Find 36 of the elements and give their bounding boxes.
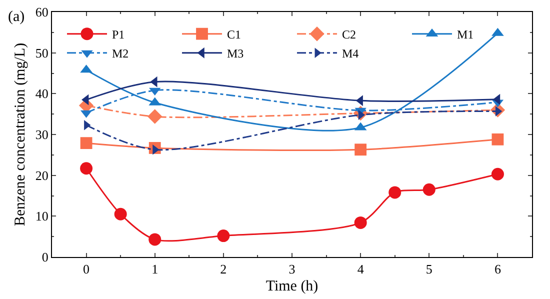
x-axis-title: Time (h) xyxy=(266,278,318,295)
legend-label: M3 xyxy=(227,46,244,61)
x-tick-label: 3 xyxy=(288,262,296,277)
y-tick-label: 20 xyxy=(35,168,48,183)
y-tick-label: 10 xyxy=(35,208,48,224)
y-tick-label: 30 xyxy=(35,127,48,142)
y-tick-label: 50 xyxy=(35,45,48,60)
legend-label: M2 xyxy=(112,46,129,61)
point xyxy=(148,109,162,124)
legend-label: C2 xyxy=(342,28,356,42)
point xyxy=(491,168,504,180)
point xyxy=(114,208,127,220)
text: (a) xyxy=(8,9,25,25)
point xyxy=(217,230,230,242)
point xyxy=(354,144,367,156)
point xyxy=(422,183,436,196)
y-tick-label: 40 xyxy=(35,86,48,102)
x-tick-label: 0 xyxy=(83,262,90,277)
x-tick-label: 5 xyxy=(426,262,432,277)
x-tick-label: 4 xyxy=(357,262,364,277)
legend-label: M4 xyxy=(342,46,359,61)
point xyxy=(388,186,402,199)
point xyxy=(80,137,92,150)
x-tick-label: 2 xyxy=(220,262,227,277)
y-tick-label: 0 xyxy=(42,250,48,265)
x-tick-label: 1 xyxy=(152,262,158,277)
legend-label: M1 xyxy=(457,28,474,42)
point xyxy=(80,162,93,175)
x-tick-label: 6 xyxy=(494,262,502,277)
point xyxy=(148,233,162,246)
legend-label: P1 xyxy=(112,28,125,42)
point xyxy=(492,133,504,146)
y-tick-label: 60 xyxy=(35,4,48,20)
y-axis-title: Benzene concentration (mg/L) xyxy=(12,42,29,226)
point xyxy=(354,216,367,229)
legend-label: C1 xyxy=(227,28,242,42)
